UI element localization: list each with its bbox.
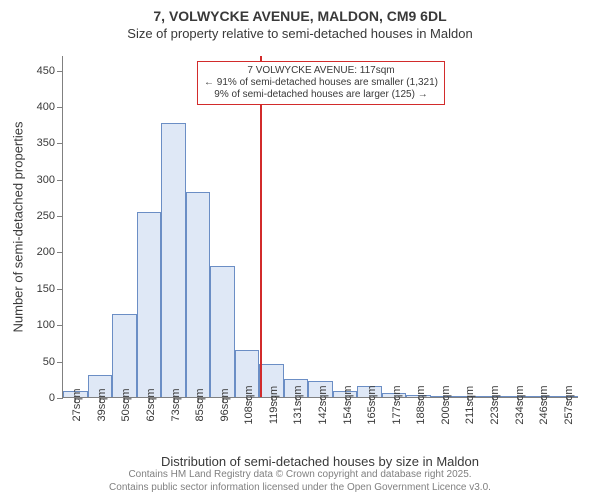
ytick-label: 150 <box>37 283 63 295</box>
y-axis-label: Number of semi-detached properties <box>11 122 26 333</box>
ytick-label: 300 <box>37 174 63 186</box>
xtick-label: 108sqm <box>239 385 255 424</box>
chart-subtitle: Size of property relative to semi-detach… <box>0 26 600 47</box>
annotation-box: 7 VOLWYCKE AVENUE: 117sqm← 91% of semi-d… <box>197 61 445 105</box>
ytick-label: 0 <box>49 392 63 404</box>
xtick-label: 234sqm <box>510 385 526 424</box>
bar <box>112 314 137 397</box>
xtick-label: 39sqm <box>92 388 108 421</box>
xtick-label: 188sqm <box>411 385 427 424</box>
reference-line <box>260 56 262 397</box>
xtick-label: 200sqm <box>436 385 452 424</box>
xtick-label: 96sqm <box>215 388 231 421</box>
xtick-label: 211sqm <box>460 386 476 424</box>
title-line1: 7, VOLWYCKE AVENUE, MALDON, CM9 6DL <box>0 8 600 26</box>
ytick-label: 350 <box>37 137 63 149</box>
bar <box>186 192 211 397</box>
bar <box>137 212 162 397</box>
xtick-label: 154sqm <box>338 385 354 424</box>
chart-container: 7, VOLWYCKE AVENUE, MALDON, CM9 6DL Size… <box>0 0 600 500</box>
ytick-label: 250 <box>37 210 63 222</box>
ytick-label: 100 <box>37 319 63 331</box>
bars-group <box>63 56 578 397</box>
chart-footer: Contains HM Land Registry data © Crown c… <box>0 469 600 494</box>
xtick-label: 131sqm <box>288 385 304 424</box>
xtick-label: 27sqm <box>67 388 83 421</box>
xtick-label: 142sqm <box>313 385 329 424</box>
xtick-label: 257sqm <box>559 385 575 424</box>
ytick-label: 200 <box>37 246 63 258</box>
x-axis-label: Distribution of semi-detached houses by … <box>161 454 479 469</box>
ytick-label: 450 <box>37 65 63 77</box>
ytick-label: 50 <box>43 356 63 368</box>
bar <box>161 123 186 397</box>
xtick-label: 50sqm <box>116 388 132 421</box>
plot-area: 7 VOLWYCKE AVENUE: 117sqm← 91% of semi-d… <box>62 56 578 398</box>
annotation-line: ← 91% of semi-detached houses are smalle… <box>204 77 438 89</box>
xtick-label: 177sqm <box>387 385 403 424</box>
footer-line1: Contains HM Land Registry data © Crown c… <box>0 469 600 482</box>
xtick-label: 119sqm <box>264 386 280 424</box>
xtick-label: 62sqm <box>141 388 157 421</box>
xtick-label: 165sqm <box>362 385 378 424</box>
annotation-line: 9% of semi-detached houses are larger (1… <box>204 89 438 101</box>
xtick-label: 246sqm <box>534 385 550 424</box>
bar <box>210 266 235 397</box>
annotation-line: 7 VOLWYCKE AVENUE: 117sqm <box>204 65 438 77</box>
chart-title: 7, VOLWYCKE AVENUE, MALDON, CM9 6DL <box>0 0 600 26</box>
xtick-label: 223sqm <box>485 385 501 424</box>
ytick-label: 400 <box>37 101 63 113</box>
xtick-label: 73sqm <box>166 388 182 421</box>
footer-line2: Contains public sector information licen… <box>0 482 600 495</box>
xtick-label: 85sqm <box>190 388 206 421</box>
